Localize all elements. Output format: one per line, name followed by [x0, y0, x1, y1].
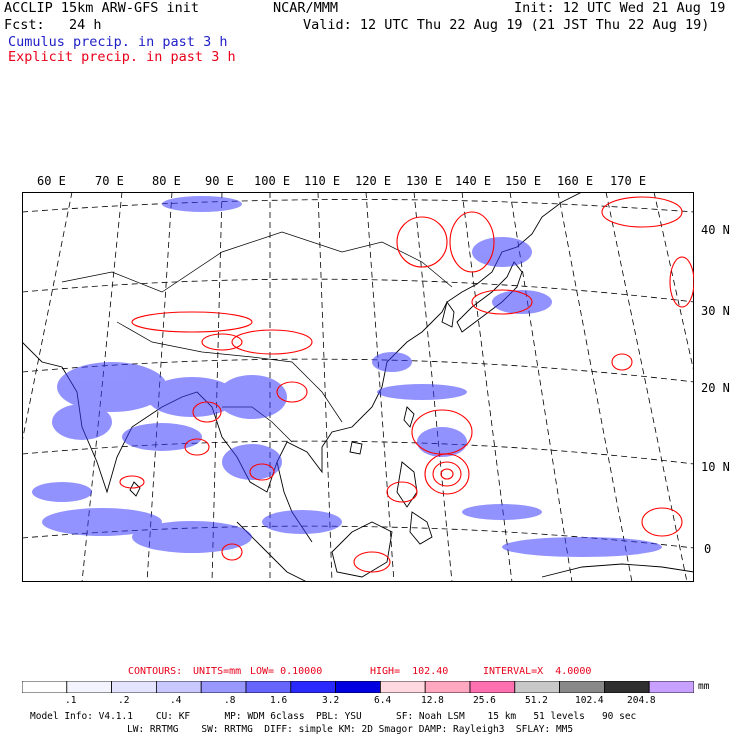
- colorbar-value: 25.6: [473, 695, 496, 706]
- colorbar-swatch: [424, 681, 471, 693]
- colorbar-value: 102.4: [575, 695, 604, 706]
- lat-label: 40 N: [701, 223, 730, 237]
- colorbar-swatch: [648, 681, 694, 693]
- colorbar: [22, 681, 694, 693]
- colorbar-unit: mm: [698, 681, 710, 692]
- lon-label: 60 E: [37, 174, 66, 188]
- lon-label: 170 E: [610, 174, 647, 188]
- lat-label: 30 N: [701, 304, 730, 318]
- colorbar-value: .8: [224, 695, 236, 706]
- lon-label: 80 E: [152, 174, 181, 188]
- lon-label: 110 E: [304, 174, 341, 188]
- organization-label: NCAR/MMM: [273, 0, 339, 16]
- colorbar-value: 204.8: [627, 695, 656, 706]
- cumulus-precip-areas: [32, 196, 662, 557]
- colorbar-value: 6.4: [374, 695, 392, 706]
- colorbar-swatch: [66, 681, 112, 693]
- colorbar-value: 51.2: [525, 695, 548, 706]
- legend-explicit: Explicit precip. in past 3 h: [8, 49, 236, 65]
- lon-label: 150 E: [505, 174, 542, 188]
- colorbar-value: .2: [118, 695, 130, 706]
- colorbar-value: .1: [65, 695, 77, 706]
- contours-interval: INTERVAL=X 4.0000: [483, 666, 592, 677]
- lon-label: 140 E: [455, 174, 492, 188]
- contours-units: UNITS=mm: [193, 666, 242, 677]
- colorbar-value: .4: [170, 695, 182, 706]
- colorbar-value: 12.8: [421, 695, 444, 706]
- lat-label: 0: [704, 542, 712, 556]
- explicit-precip-contours: [119, 196, 694, 573]
- init-time: Init: 12 UTC Wed 21 Aug 19: [514, 0, 726, 16]
- colorbar-value: 3.2: [322, 695, 340, 706]
- colorbar-swatch: [469, 681, 516, 693]
- contours-label: CONTOURS:: [128, 666, 183, 677]
- lon-label: 90 E: [205, 174, 234, 188]
- colorbar-swatch: [335, 681, 381, 693]
- colorbar-swatch: [245, 681, 292, 693]
- lat-label: 20 N: [701, 381, 730, 395]
- colorbar-swatch: [559, 681, 605, 693]
- colorbar-swatch: [514, 681, 560, 693]
- colorbar-swatch: [379, 681, 426, 693]
- lon-label: 120 E: [355, 174, 392, 188]
- colorbar-swatch: [200, 681, 247, 693]
- contours-low: LOW= 0.10000: [250, 666, 323, 677]
- colorbar-swatch: [155, 681, 202, 693]
- lon-label: 160 E: [557, 174, 594, 188]
- model-title: ACCLIP 15km ARW-GFS init: [4, 0, 200, 16]
- physics-info: LW: RRTMG SW: RRTMG DIFF: simple KM: 2D …: [127, 724, 574, 735]
- lon-label: 100 E: [254, 174, 291, 188]
- forecast-hour: Fcst: 24 h: [4, 17, 102, 33]
- colorbar-swatch: [604, 681, 650, 693]
- contours-high: HIGH= 102.40: [370, 666, 449, 677]
- model-info: Model Info: V4.1.1 CU: KF MP: WDM 6class…: [30, 711, 637, 722]
- colorbar-swatch: [22, 681, 68, 693]
- colorbar-value: 1.6: [270, 695, 288, 706]
- legend-cumulus: Cumulus precip. in past 3 h: [8, 34, 228, 50]
- precipitation-map: [22, 192, 694, 582]
- valid-time: Valid: 12 UTC Thu 22 Aug 19 (21 JST Thu …: [303, 17, 710, 33]
- colorbar-swatch: [111, 681, 157, 693]
- colorbar-swatch: [290, 681, 336, 693]
- lon-label: 70 E: [95, 174, 124, 188]
- lat-label: 10 N: [701, 460, 730, 474]
- lon-label: 130 E: [406, 174, 443, 188]
